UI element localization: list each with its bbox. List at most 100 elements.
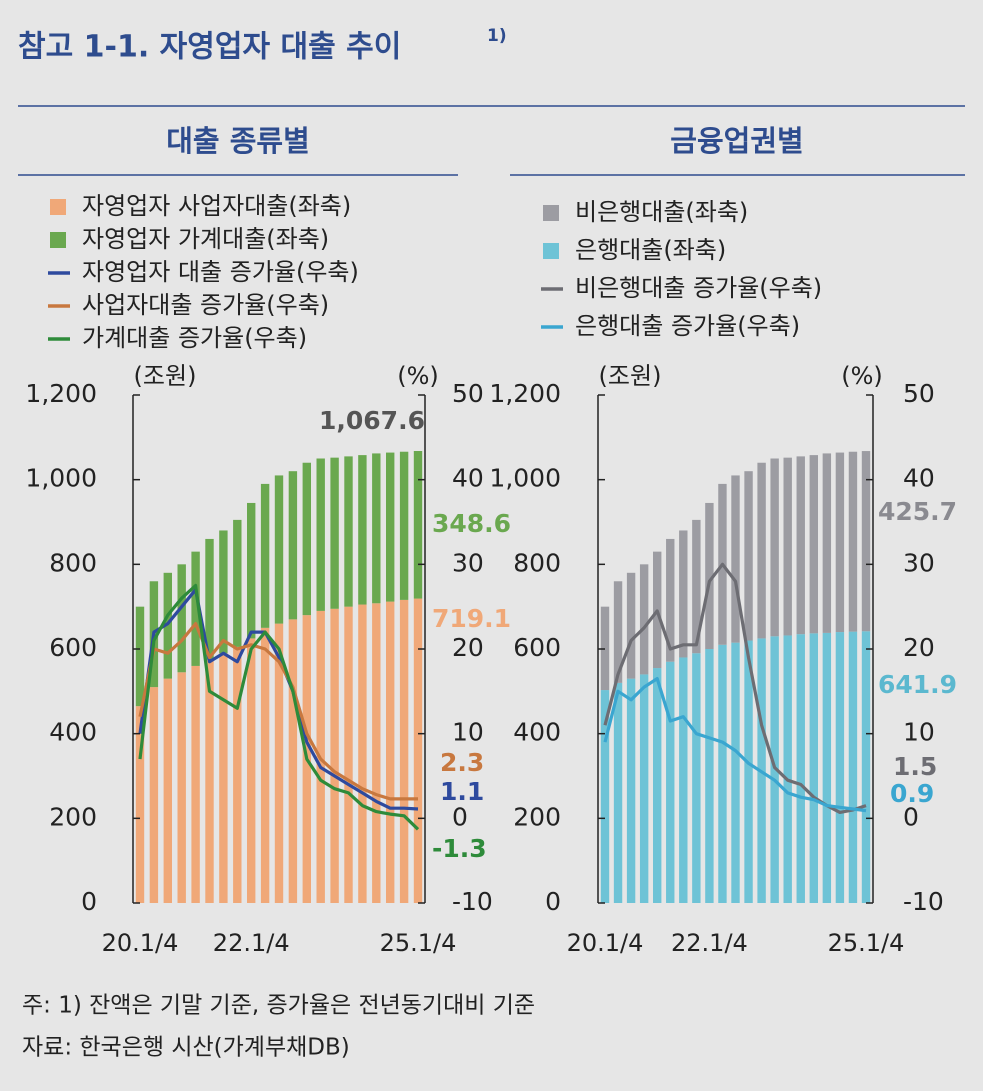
tick-label: 600	[49, 633, 97, 662]
bar	[149, 687, 159, 903]
bar	[219, 653, 228, 903]
tick-label: 0	[545, 887, 561, 916]
axis-title: (%)	[397, 362, 439, 390]
legend-label: 자영업자 가계대출(좌축)	[82, 225, 329, 253]
tick-label: 10	[452, 718, 484, 747]
bar	[744, 471, 753, 641]
tick-label: 20	[903, 633, 935, 662]
bar	[705, 502, 714, 649]
tick-label: 1,000	[25, 464, 97, 493]
data-label: 0.9	[890, 779, 934, 808]
bar	[809, 633, 818, 903]
tick-label: 800	[513, 548, 561, 577]
x-tick-label: 22.1/4	[671, 929, 748, 957]
bar	[835, 452, 845, 633]
bar	[135, 606, 145, 707]
bar	[163, 572, 172, 679]
bar	[260, 483, 270, 628]
axis-title: (%)	[841, 362, 883, 390]
legend-swatch	[50, 199, 66, 215]
tick-label: 50	[452, 379, 484, 408]
bar	[653, 668, 662, 903]
bar	[399, 451, 409, 600]
bar	[191, 551, 200, 666]
bar	[233, 519, 242, 647]
x-tick-label: 22.1/4	[213, 929, 290, 957]
tick-label: 40	[903, 464, 935, 493]
title-note: 1)	[487, 26, 507, 46]
data-label: 1.5	[893, 752, 937, 781]
annotation: 1,067.6	[319, 406, 425, 435]
x-tick-label: 25.1/4	[380, 929, 457, 957]
bar	[679, 657, 688, 903]
bar	[613, 682, 623, 903]
bar	[344, 456, 353, 607]
data-label: -1.3	[432, 834, 487, 863]
tick-label: 400	[513, 718, 561, 747]
tick-label: 1,200	[489, 379, 561, 408]
footnote: 자료: 한국은행 시산(가계부채DB)	[22, 1035, 350, 1061]
bar	[809, 455, 818, 634]
bar	[679, 530, 688, 658]
bar	[288, 619, 298, 903]
tick-label: 0	[903, 802, 919, 831]
bar	[219, 530, 228, 654]
legend-label: 비은행대출(좌축)	[575, 198, 748, 226]
title: 참고 1-1. 자영업자 대출 추이	[18, 30, 401, 65]
line-series	[138, 622, 418, 801]
tick-label: 30	[903, 548, 935, 577]
bar	[731, 642, 740, 903]
x-tick-label: 25.1/4	[828, 929, 905, 957]
bar	[757, 462, 766, 639]
tick-label: -10	[452, 887, 493, 916]
bar	[247, 638, 256, 903]
bar	[372, 453, 381, 604]
tick-label: -10	[903, 887, 944, 916]
axis-title: (조원)	[599, 362, 662, 390]
line-series	[603, 677, 867, 813]
legend-label: 가계대출 증가율(우축)	[82, 324, 307, 352]
bar	[399, 599, 409, 903]
tick-label: 40	[452, 464, 484, 493]
bar	[288, 471, 298, 620]
legend-label: 자영업자 대출 증가율(우축)	[82, 258, 359, 286]
bar	[861, 631, 871, 903]
tick-label: 0	[81, 887, 97, 916]
bar	[344, 606, 353, 903]
bar	[177, 564, 186, 673]
bar	[861, 451, 871, 632]
legend-label: 자영업자 사업자대출(좌축)	[82, 192, 351, 220]
bar	[822, 632, 832, 903]
bar	[613, 581, 623, 683]
tick-label: 30	[452, 548, 484, 577]
data-label: 719.1	[432, 604, 511, 633]
x-tick-label: 20.1/4	[567, 929, 644, 957]
bar	[274, 475, 284, 624]
bar	[783, 457, 792, 636]
bar	[191, 665, 200, 903]
panel-title: 금융업권별	[670, 124, 803, 158]
bar	[413, 598, 423, 903]
legend-swatch	[543, 205, 559, 221]
bar	[205, 538, 214, 660]
axis-title: (조원)	[134, 362, 197, 390]
tick-label: 400	[49, 718, 97, 747]
bar	[848, 451, 858, 632]
footnote: 주: 1) 잔액은 기말 기준, 증가율은 전년동기대비 기준	[22, 993, 535, 1019]
tick-label: 10	[903, 718, 935, 747]
bar	[316, 458, 325, 611]
legend-label: 은행대출 증가율(우축)	[575, 312, 800, 340]
legend-label: 사업자대출 증가율(우축)	[82, 291, 329, 319]
tick-label: 600	[513, 633, 561, 662]
bar	[692, 653, 701, 903]
bar	[372, 603, 381, 903]
legend-label: 은행대출(좌축)	[575, 236, 726, 264]
bar	[639, 564, 649, 675]
data-label: 1.1	[440, 777, 484, 806]
data-label: 2.3	[440, 748, 484, 777]
tick-label: 200	[49, 802, 97, 831]
bar	[358, 604, 367, 903]
bar	[413, 451, 423, 599]
